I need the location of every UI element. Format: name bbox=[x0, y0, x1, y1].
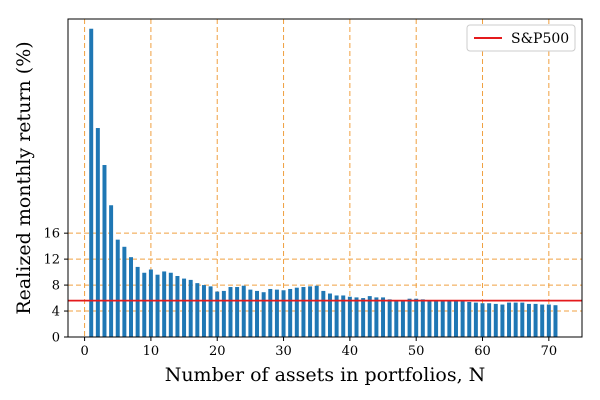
bar bbox=[188, 279, 193, 337]
x-axis-label: Number of assets in portfolios, N bbox=[165, 364, 486, 386]
bar bbox=[327, 293, 332, 337]
bar bbox=[354, 297, 359, 337]
bar bbox=[281, 290, 286, 337]
bar bbox=[414, 298, 419, 337]
bar bbox=[255, 290, 260, 337]
bar bbox=[195, 283, 200, 337]
bar bbox=[420, 299, 425, 337]
bar bbox=[89, 28, 94, 338]
x-tick-label: 50 bbox=[408, 344, 425, 359]
bar bbox=[526, 303, 531, 337]
bar bbox=[400, 300, 405, 337]
bar bbox=[321, 290, 326, 337]
bar bbox=[480, 303, 485, 337]
x-tick-label: 70 bbox=[541, 344, 558, 359]
bar bbox=[434, 300, 439, 337]
bar bbox=[301, 287, 306, 337]
bar bbox=[235, 287, 240, 337]
bar bbox=[367, 296, 372, 337]
x-tick-label: 0 bbox=[80, 344, 88, 359]
bar bbox=[407, 298, 412, 337]
bar bbox=[95, 128, 100, 337]
bar bbox=[221, 290, 226, 337]
plot-frame bbox=[67, 18, 583, 338]
bar bbox=[487, 303, 492, 337]
bar bbox=[467, 301, 472, 337]
bar bbox=[540, 304, 545, 337]
bar bbox=[513, 302, 518, 337]
bar bbox=[215, 291, 220, 337]
bar bbox=[314, 285, 319, 337]
bar bbox=[175, 275, 180, 337]
y-tick-label: 4 bbox=[52, 305, 60, 320]
bar bbox=[129, 257, 133, 337]
bar bbox=[115, 239, 120, 337]
bar bbox=[334, 295, 339, 337]
x-tick-label: 60 bbox=[474, 344, 491, 359]
bar bbox=[361, 298, 366, 337]
bar bbox=[394, 300, 399, 337]
y-tick-label: 8 bbox=[52, 279, 60, 294]
bar bbox=[155, 274, 160, 337]
x-tick-label: 20 bbox=[209, 344, 226, 359]
bar bbox=[440, 300, 445, 337]
legend-box bbox=[466, 24, 576, 52]
bar bbox=[347, 296, 352, 337]
bar bbox=[553, 305, 558, 337]
x-tick-label: 30 bbox=[275, 344, 292, 359]
bar bbox=[533, 303, 538, 337]
bar bbox=[507, 302, 512, 337]
bar bbox=[268, 288, 273, 337]
bar bbox=[201, 285, 206, 337]
bar bbox=[500, 304, 505, 337]
bar bbox=[274, 289, 279, 337]
bar bbox=[248, 289, 253, 337]
bar bbox=[447, 301, 452, 337]
bar bbox=[102, 165, 107, 337]
bar bbox=[109, 205, 114, 337]
bar bbox=[453, 301, 458, 337]
x-axis-ticks: 0 10 20 30 40 50 60 70 bbox=[80, 337, 557, 359]
bar bbox=[520, 302, 525, 337]
legend-label: S&P500 bbox=[511, 31, 569, 47]
bar bbox=[182, 278, 187, 337]
bar bbox=[261, 292, 266, 337]
bar bbox=[294, 287, 299, 337]
bar bbox=[288, 288, 293, 337]
bar bbox=[241, 285, 246, 337]
bar bbox=[473, 302, 478, 337]
bar bbox=[142, 272, 147, 337]
bar bbox=[148, 269, 153, 337]
y-tick-label: 16 bbox=[43, 227, 60, 242]
bar bbox=[162, 271, 167, 337]
y-axis-ticks: 0 4 8 12 16 bbox=[43, 227, 68, 346]
bar-series bbox=[89, 28, 558, 338]
legend: S&P500 bbox=[466, 24, 576, 52]
x-tick-label: 40 bbox=[342, 344, 359, 359]
bar bbox=[135, 266, 140, 337]
bar bbox=[341, 295, 346, 337]
bar bbox=[460, 301, 465, 337]
bar bbox=[308, 286, 313, 337]
bar bbox=[122, 246, 127, 337]
y-axis-label: Realized monthly return (%) bbox=[13, 41, 35, 314]
bar bbox=[208, 286, 213, 337]
bar bbox=[374, 297, 379, 337]
bar bbox=[493, 303, 498, 337]
bar bbox=[387, 299, 392, 337]
y-tick-label: 12 bbox=[43, 253, 60, 268]
y-tick-label: 0 bbox=[52, 331, 60, 346]
x-tick-label: 10 bbox=[143, 344, 160, 359]
bar bbox=[381, 297, 386, 337]
bar bbox=[427, 300, 432, 337]
bar bbox=[546, 304, 551, 337]
bar bbox=[228, 287, 233, 337]
bar bbox=[168, 272, 173, 337]
